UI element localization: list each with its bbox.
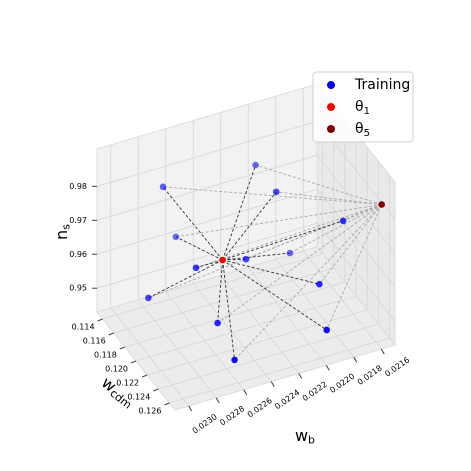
- link: [175, 236, 223, 261]
- y-tick: [130, 360, 137, 364]
- point: [214, 319, 221, 327]
- x-tick-label: 0.0230: [191, 412, 219, 435]
- grid-line: [96, 222, 318, 289]
- x-tick: [188, 405, 193, 412]
- y-tick: [119, 346, 126, 350]
- link: [276, 191, 382, 205]
- y-tick-label: 0.126: [139, 407, 162, 416]
- x-tick: [353, 356, 358, 363]
- link: [222, 191, 277, 261]
- x-axis-label: wb: [295, 426, 315, 447]
- x-tick-label: 0.0216: [383, 355, 411, 378]
- point: [145, 294, 152, 302]
- link: [217, 204, 382, 324]
- point: [172, 233, 180, 241]
- grid-line: [158, 323, 379, 390]
- z-tick-label: 0.96: [69, 250, 87, 259]
- point: [242, 255, 250, 263]
- z-axis-label: ns: [52, 224, 73, 240]
- grid-line: [96, 120, 318, 187]
- y-tick: [153, 388, 159, 392]
- x-tick: [380, 348, 385, 355]
- y-tick-label: 0.116: [83, 337, 106, 346]
- link: [326, 204, 383, 331]
- link: [222, 220, 344, 261]
- link: [234, 204, 382, 361]
- link: [222, 252, 291, 261]
- x-tick-label: 0.0218: [356, 363, 384, 386]
- x-tick: [215, 397, 220, 404]
- x-tick: [325, 365, 330, 371]
- legend-label: Training: [354, 77, 410, 93]
- y-tick-label: 0.122: [116, 379, 139, 388]
- y-tick: [164, 402, 170, 406]
- grid-line: [316, 189, 396, 288]
- grid-line: [124, 281, 345, 348]
- grid-line: [135, 295, 357, 362]
- point: [159, 183, 167, 191]
- link: [148, 259, 223, 299]
- point: [286, 249, 294, 257]
- legend-marker: [327, 81, 335, 89]
- link: [318, 204, 383, 285]
- grid-line: [96, 188, 318, 255]
- point: [316, 280, 323, 288]
- point: [339, 217, 347, 225]
- point: [378, 201, 385, 208]
- y-tick-label: 0.120: [105, 365, 128, 374]
- link: [162, 186, 223, 261]
- point: [192, 264, 200, 272]
- y-tick-label: 0.118: [94, 351, 117, 360]
- legend-box: [312, 71, 414, 143]
- x-tick-label: 0.0224: [273, 388, 301, 411]
- grid-line: [96, 154, 318, 221]
- link: [255, 164, 382, 205]
- x-tick: [270, 381, 275, 387]
- link: [222, 259, 236, 360]
- legend-label: θ5: [355, 121, 370, 139]
- y-tick: [97, 318, 103, 322]
- z-tick-label: 0.98: [69, 182, 87, 191]
- grid-line: [316, 222, 396, 322]
- point: [272, 188, 280, 196]
- link: [222, 258, 247, 261]
- point: [219, 256, 226, 264]
- link: [217, 259, 224, 324]
- x-tick-label: 0.0226: [246, 396, 274, 419]
- legend-marker: [327, 103, 335, 111]
- link: [222, 164, 257, 261]
- y-tick-label: 0.114: [72, 323, 95, 332]
- link: [222, 259, 320, 285]
- grid-line: [102, 253, 323, 320]
- x-tick-label: 0.0222: [301, 380, 329, 403]
- z-tick-label: 0.97: [69, 216, 87, 225]
- link: [289, 204, 382, 254]
- x-tick: [243, 389, 248, 395]
- point: [231, 356, 238, 364]
- x-tick-label: 0.0220: [328, 372, 356, 395]
- link: [222, 259, 327, 331]
- z-tick-label: 0.95: [69, 284, 87, 293]
- grid-line: [316, 155, 396, 254]
- legend-marker: [327, 125, 335, 133]
- point: [323, 326, 331, 334]
- x-tick: [298, 373, 303, 379]
- y-tick: [108, 332, 114, 336]
- grid-line: [169, 337, 390, 404]
- legend-label: θ1: [355, 99, 370, 117]
- point: [252, 161, 259, 169]
- x-tick-label: 0.0228: [218, 404, 246, 427]
- y-tick-label: 0.124: [127, 393, 150, 402]
- link: [195, 204, 382, 269]
- link: [162, 186, 382, 205]
- y-tick: [141, 374, 148, 378]
